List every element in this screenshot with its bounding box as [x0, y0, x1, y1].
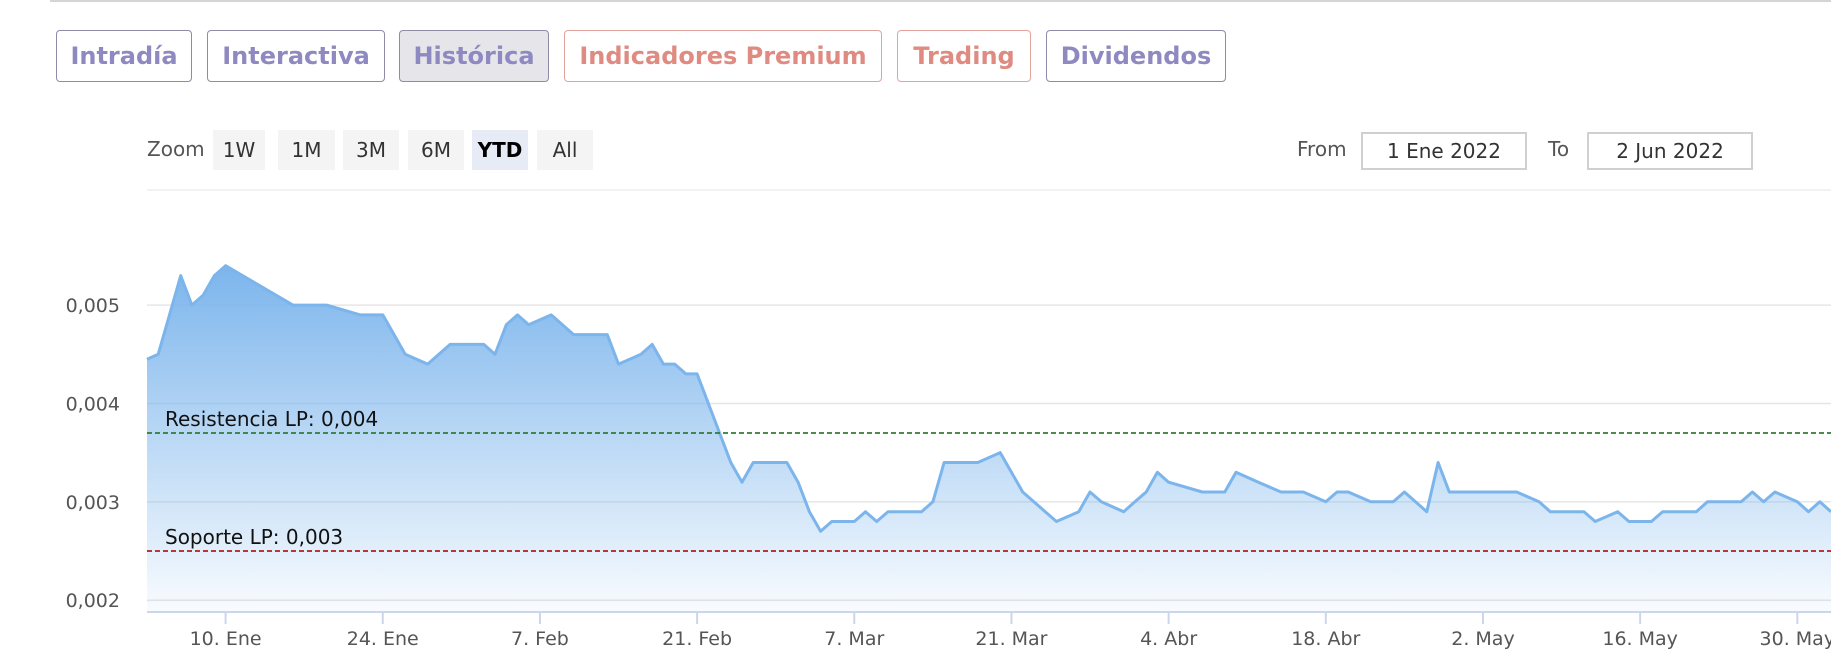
price-line — [146, 264, 1831, 533]
x-tick-label: 10. Ene — [190, 628, 262, 650]
zoom-ytd-button[interactable]: YTD — [472, 130, 528, 170]
range-to-label: To — [1548, 137, 1570, 161]
zoom-1m-button[interactable]: 1M — [278, 130, 335, 170]
tab-historica[interactable]: Histórica — [399, 30, 549, 82]
x-tick-label: 7. Mar — [824, 628, 884, 650]
x-tick-label: 30. May — [1760, 628, 1831, 650]
support-label: Soporte LP: 0,003 — [165, 525, 343, 549]
x-tick-label: 7. Feb — [511, 628, 569, 650]
zoom-all-button[interactable]: All — [537, 130, 593, 170]
range-from-input[interactable]: 1 Ene 2022 — [1361, 132, 1527, 170]
x-tick-label: 16. May — [1602, 628, 1678, 650]
x-tick-label: 2. May — [1451, 628, 1514, 650]
x-tick-label: 18. Abr — [1291, 628, 1360, 650]
tab-trading[interactable]: Trading — [897, 30, 1031, 82]
tab-interactiva[interactable]: Interactiva — [207, 30, 385, 82]
y-tick-label: 0,005 — [66, 295, 120, 317]
zoom-1w-button[interactable]: 1W — [213, 130, 265, 170]
range-from-label: From — [1297, 137, 1347, 161]
y-tick-label: 0,004 — [66, 393, 120, 415]
tab-indicadores-premium[interactable]: Indicadores Premium — [564, 30, 882, 82]
x-tick-label: 21. Feb — [662, 628, 732, 650]
y-tick-label: 0,002 — [66, 590, 120, 612]
y-tick-label: 0,003 — [66, 492, 120, 514]
x-tick-label: 4. Abr — [1140, 628, 1197, 650]
tab-intradia[interactable]: Intradía — [56, 30, 192, 82]
range-to-input[interactable]: 2 Jun 2022 — [1587, 132, 1753, 170]
zoom-6m-button[interactable]: 6M — [408, 130, 464, 170]
top-divider — [50, 0, 1831, 2]
zoom-label: Zoom — [147, 137, 205, 161]
tab-dividendos[interactable]: Dividendos — [1046, 30, 1226, 82]
zoom-3m-button[interactable]: 3M — [343, 130, 399, 170]
price-area — [147, 265, 1831, 612]
x-tick-label: 24. Ene — [347, 628, 419, 650]
resistance-label: Resistencia LP: 0,004 — [165, 407, 378, 431]
x-tick-label: 21. Mar — [975, 628, 1047, 650]
